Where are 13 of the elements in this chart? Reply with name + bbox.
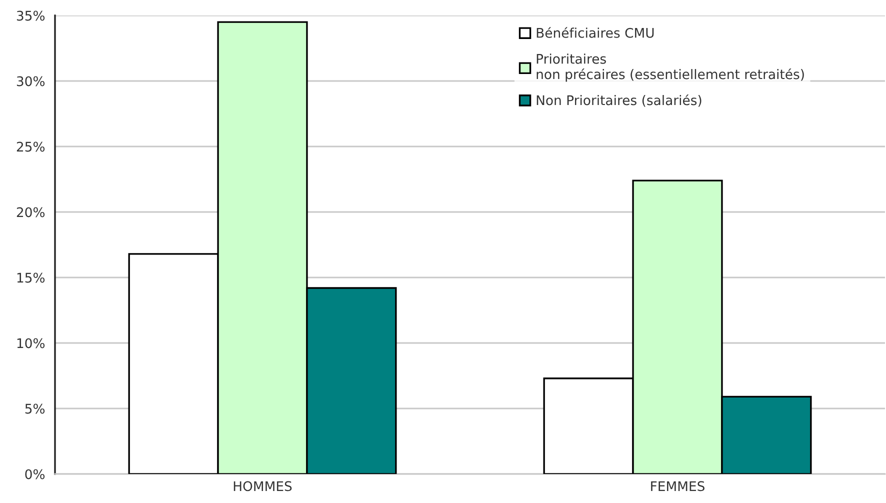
x-tick-label: FEMMES (651, 481, 704, 492)
x-tick-label: HOMMES (234, 481, 292, 492)
legend-label: Prioritaires non précaires (essentiellement retraités) (536, 54, 804, 82)
y-tick-label: 10% (17, 338, 45, 348)
y-tick-label: 15% (17, 272, 45, 283)
legend-label: Bénéficiaires CMU (536, 27, 654, 38)
y-tick-label: 35% (16, 10, 45, 21)
y-tick-label: 5% (25, 404, 45, 414)
y-tick-label: 20% (16, 207, 45, 218)
y-tick-label: 30% (16, 76, 45, 86)
y-tick-label: 25% (16, 142, 45, 152)
y-tick-label: 0% (25, 469, 45, 480)
legend-label: Non Prioritaires (salariés) (536, 94, 702, 107)
